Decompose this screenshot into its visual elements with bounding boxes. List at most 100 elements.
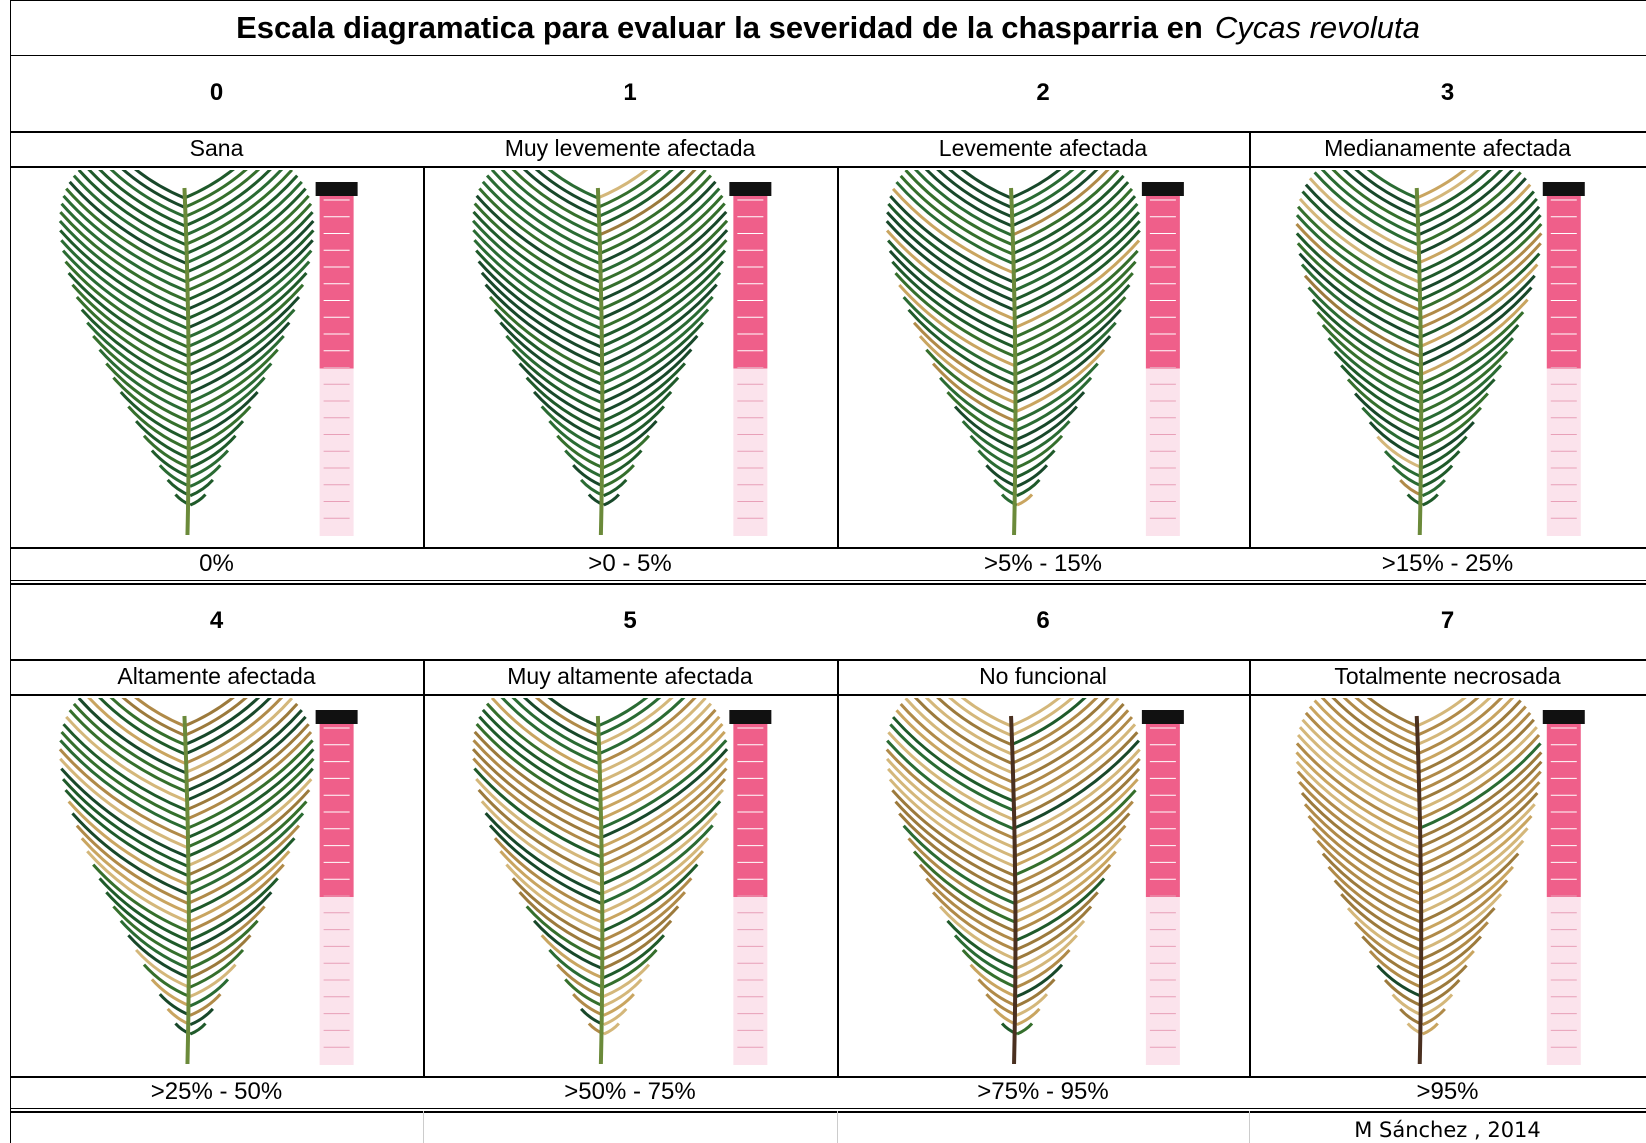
tape-clip: [1543, 182, 1585, 196]
rule: [10, 1108, 1646, 1109]
tape-clip: [729, 182, 771, 196]
frond-photo: [14, 170, 419, 545]
rule: [837, 166, 839, 547]
score: 2: [837, 55, 1249, 131]
leaflet: [1348, 908, 1421, 959]
leaflet: [1011, 170, 1082, 198]
leaflet: [598, 170, 669, 198]
level-label: Muy levemente afectada: [423, 131, 837, 166]
tape-lower: [1146, 897, 1180, 1065]
severity: >5% - 15%: [837, 547, 1249, 580]
leaflet: [504, 170, 598, 226]
rule: [10, 0, 1646, 1]
level-label: Muy altamente afectada: [423, 659, 837, 694]
leaflet: [1348, 379, 1421, 430]
tape-upper: [1547, 196, 1581, 369]
frond-photo: [427, 698, 833, 1074]
leaflet: [1348, 170, 1417, 198]
rule: [423, 659, 425, 1076]
severity: >0 - 5%: [423, 547, 837, 580]
score: 5: [423, 583, 837, 659]
leaflet: [189, 906, 265, 959]
level-label: Medianamente afectada: [1249, 131, 1646, 166]
leaflet: [504, 698, 598, 754]
tape-clip: [1543, 710, 1585, 724]
leaflet: [940, 170, 1011, 198]
footer-credit: M Sánchez , 2014: [1249, 1118, 1646, 1142]
rule: [10, 1111, 1646, 1113]
tape-clip: [729, 710, 771, 724]
leaflet: [113, 906, 189, 959]
tape-lower: [1146, 369, 1180, 537]
leaflet: [602, 378, 678, 431]
severity: >50% - 75%: [423, 1076, 837, 1108]
frond-photo: [841, 698, 1245, 1074]
leaflet: [189, 378, 265, 431]
tape-lower: [733, 369, 767, 537]
score: 4: [10, 583, 423, 659]
severity: >15% - 25%: [1249, 547, 1646, 580]
rule: [423, 1111, 424, 1143]
rule: [1249, 659, 1251, 1076]
severity: 0%: [10, 547, 423, 580]
tape-lower: [1547, 369, 1581, 537]
severity: >25% - 50%: [10, 1076, 423, 1108]
tape-clip: [316, 710, 358, 724]
frond-photo: [427, 170, 833, 545]
tape-upper: [1146, 724, 1180, 897]
level-label: Sana: [10, 131, 423, 166]
level-label: Levemente afectada: [837, 131, 1249, 166]
leaflet: [917, 170, 1011, 226]
leaflet: [184, 170, 255, 198]
leaflet: [113, 698, 184, 726]
tape-lower: [733, 897, 767, 1065]
level-label: Altamente afectada: [10, 659, 423, 694]
leaflet: [1423, 1009, 1445, 1025]
leaflet: [602, 906, 678, 959]
score: 6: [837, 583, 1249, 659]
frond-photo: [1253, 698, 1642, 1074]
leaflet: [598, 698, 669, 726]
rule: [1249, 131, 1251, 547]
leaflet: [940, 698, 1011, 726]
leaflet: [91, 170, 185, 226]
rule: [837, 1111, 838, 1143]
leaflet: [184, 698, 255, 726]
level-label: No funcional: [837, 659, 1249, 694]
leaflet: [940, 907, 1015, 960]
tape-clip: [1142, 182, 1184, 196]
tape-upper: [733, 196, 767, 369]
severity: >75% - 95%: [837, 1076, 1249, 1108]
page: Escala diagramatica para evaluar la seve…: [0, 0, 1646, 1143]
tape-upper: [320, 724, 354, 897]
score: 7: [1249, 583, 1646, 659]
title-species: Cycas revoluta: [1215, 10, 1420, 46]
frond-photo: [841, 170, 1245, 545]
leaflet: [526, 170, 597, 198]
tape-lower: [320, 369, 354, 537]
severity: >95%: [1249, 1076, 1646, 1108]
leaflet: [1016, 378, 1091, 431]
tape-lower: [1547, 897, 1581, 1065]
leaflet: [1011, 698, 1082, 726]
leaflet: [526, 698, 597, 726]
score: 0: [10, 55, 423, 131]
tape-lower: [320, 897, 354, 1065]
rule: [10, 166, 1646, 168]
rule: [423, 166, 425, 547]
rule: [10, 580, 1646, 581]
tape-upper: [1547, 724, 1581, 897]
frond-photo: [1253, 170, 1642, 545]
tape-upper: [733, 724, 767, 897]
tape-clip: [316, 182, 358, 196]
title: Escala diagramatica para evaluar la seve…: [10, 0, 1646, 55]
rule: [10, 694, 1646, 696]
leaflet: [1016, 907, 1091, 960]
level-label: Totalmente necrosada: [1249, 659, 1646, 694]
tape-clip: [1142, 710, 1184, 724]
rule: [837, 659, 839, 1076]
leaflet: [113, 170, 184, 198]
tape-upper: [1146, 196, 1180, 369]
score: 3: [1249, 55, 1646, 131]
tape-upper: [320, 196, 354, 369]
